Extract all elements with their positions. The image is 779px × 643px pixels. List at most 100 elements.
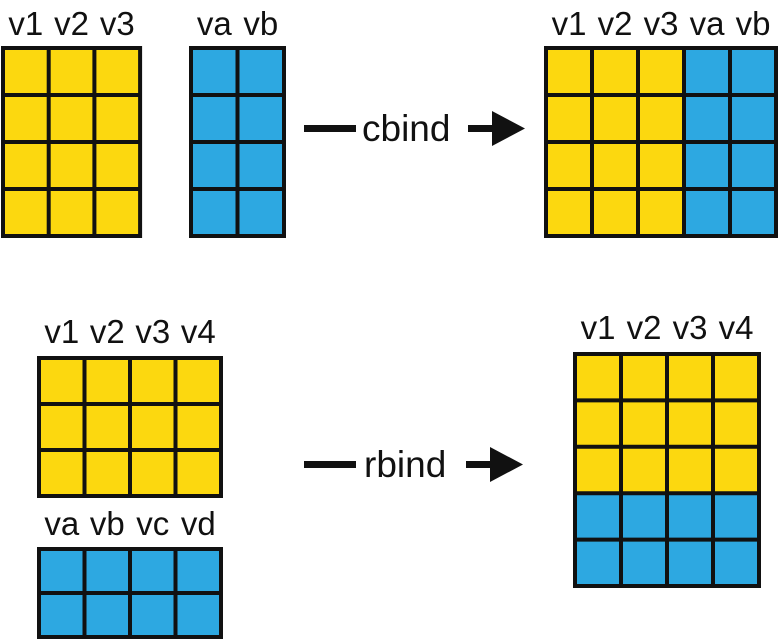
rbind-result-cell: [575, 354, 621, 401]
rbind-top-cell: [130, 358, 176, 404]
cbind-right-cell: [191, 142, 238, 189]
cbind-left-table: v1 v2 v3: [1, 5, 143, 238]
rbind-top-cell: [84, 450, 130, 496]
rbind-result-cell: [667, 446, 713, 494]
cbind-result-cell: [730, 142, 776, 189]
cbind-left-cell: [94, 48, 141, 95]
cbind-right-cell: [237, 189, 284, 236]
cbind-result-cell: [546, 142, 592, 189]
cbind-left-cell: [3, 95, 49, 142]
rbind-top-column-header: v1: [44, 313, 79, 350]
rbind-result-cell: [621, 446, 667, 494]
cbind-result-cell: [592, 142, 638, 189]
cbind-right-cell: [237, 95, 284, 142]
rbind-top-cell: [130, 404, 176, 450]
rbind-result-cell: [667, 354, 713, 401]
rbind-bottom-table: va vb vc vd: [37, 505, 223, 639]
rbind-result-cell: [713, 446, 759, 494]
rbind-bottom-cell: [39, 593, 85, 637]
cbind-result-cell: [592, 95, 638, 142]
rbind-result-cell: [575, 400, 621, 447]
rbind-top-cell: [84, 404, 130, 450]
cbind-result-table: v1 v2 v3 va vb: [544, 5, 778, 238]
cbind-right-cell: [237, 142, 284, 189]
cbind-left-cell: [94, 189, 141, 236]
cbind-result-cell: [730, 189, 776, 236]
cbind-left-cell: [48, 189, 95, 236]
cbind-dash: [304, 125, 356, 132]
cbind-right-cell: [191, 95, 238, 142]
cbind-result-column-header: v1: [552, 5, 587, 42]
rbind-bottom-column-header: va: [44, 505, 80, 542]
cbind-result-cell: [684, 142, 730, 189]
rbind-top-table: v1 v2 v3 v4: [37, 313, 223, 498]
cbind-result-column-header: vb: [736, 5, 771, 42]
cbind-left-cell: [94, 142, 141, 189]
cbind-result-cell: [546, 48, 592, 95]
cbind-result-cell: [546, 189, 592, 236]
rbind-operator: rbind: [304, 444, 523, 485]
cbind-left-cell: [3, 189, 49, 236]
rbind-bottom-border: [37, 547, 223, 639]
rbind-bottom-cell: [84, 549, 130, 593]
rbind-top-cell: [39, 358, 85, 404]
cbind-left-cell: [48, 48, 95, 95]
rbind-top-column-header: v3: [135, 313, 170, 350]
rbind-dash: [304, 461, 356, 468]
rbind-result-column-header: v4: [719, 309, 754, 346]
rbind-result-cell: [667, 539, 713, 586]
cbind-right-cell: [191, 48, 238, 95]
rbind-top-cell: [130, 450, 176, 496]
cbind-result-cell: [684, 48, 730, 95]
cbind-left-cell: [3, 142, 49, 189]
cbind-result-cell: [592, 189, 638, 236]
cbind-result-cell: [730, 48, 776, 95]
cbind-result-column-header: va: [690, 5, 726, 42]
cbind-left-cell: [48, 142, 95, 189]
rbind-result-cell: [713, 493, 759, 540]
cbind-right-column-header: va: [197, 5, 233, 42]
cbind-right-column-header: vb: [243, 5, 278, 42]
rbind-result-cell: [713, 539, 759, 586]
cbind-right-cell: [237, 48, 284, 95]
cbind-result-cell: [684, 95, 730, 142]
rbind-result-column-header: v2: [627, 309, 662, 346]
rbind-top-cell: [84, 358, 130, 404]
rbind-result-border: [573, 352, 761, 588]
rbind-top-cell: [39, 404, 85, 450]
rbind-result-cell: [575, 539, 621, 586]
rbind-bottom-cell: [130, 549, 176, 593]
rbind-result-cell: [667, 493, 713, 540]
cbind-result-cell: [638, 189, 684, 236]
cbind-result-cell: [638, 48, 684, 95]
rbind-label: rbind: [364, 444, 446, 485]
rbind-top-cell: [175, 404, 221, 450]
cbind-left-cell: [48, 95, 95, 142]
rbind-result-cell: [713, 354, 759, 401]
rbind-result-table: v1 v2 v3 v4: [573, 309, 761, 588]
cbind-left-cell: [94, 95, 141, 142]
rbind-result-cell: [575, 493, 621, 540]
rbind-arrow-icon: [466, 447, 523, 482]
cbind-result-cell: [592, 48, 638, 95]
rbind-top-cell: [39, 450, 85, 496]
rbind-top-cell: [175, 450, 221, 496]
rbind-top-column-header: v2: [90, 313, 125, 350]
cbind-result-cell: [684, 189, 730, 236]
cbind-arrow-icon: [468, 111, 525, 146]
rbind-top-cell: [175, 358, 221, 404]
rbind-bottom-column-header: vd: [181, 505, 216, 542]
cbind-operator: cbind: [304, 108, 525, 149]
rbind-result-column-header: v3: [673, 309, 708, 346]
rbind-result-cell: [621, 354, 667, 401]
rbind-top-column-header: v4: [181, 313, 216, 350]
cbind-left-cell: [3, 48, 49, 95]
cbind-result-column-header: v3: [644, 5, 679, 42]
rbind-result-cell: [713, 400, 759, 447]
cbind-right-cell: [191, 189, 238, 236]
rbind-result-cell: [621, 493, 667, 540]
cbind-left-column-header: v1: [8, 5, 43, 42]
cbind-result-cell: [638, 142, 684, 189]
rbind-bottom-cell: [175, 549, 221, 593]
